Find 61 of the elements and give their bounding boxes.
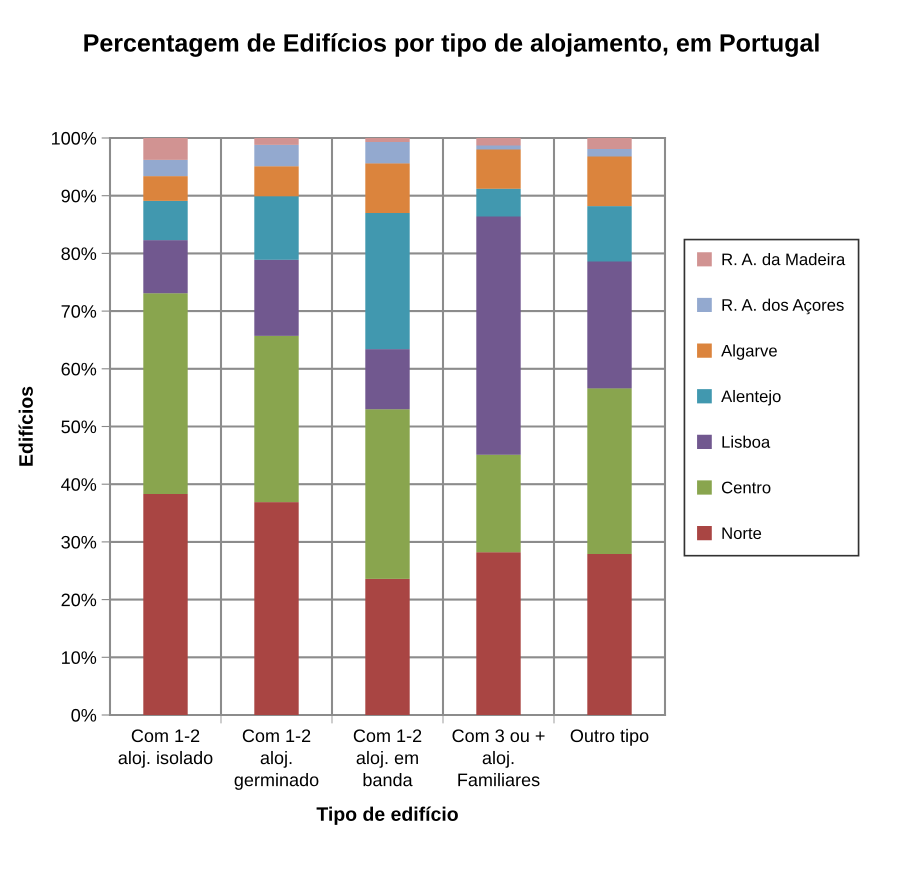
y-axis-title: Edifícios [18, 386, 33, 466]
bar [143, 240, 188, 294]
y-tick-label: 70% [62, 305, 96, 318]
bar [254, 166, 299, 196]
bar [587, 554, 632, 715]
bar [365, 213, 410, 350]
x-tick-label: Outro tipo [570, 728, 648, 746]
bar [476, 454, 521, 552]
x-tick-label: Com 1-2 aloj. germinado [234, 729, 318, 790]
y-tick-label: 40% [61, 478, 96, 491]
bar [476, 138, 521, 146]
bar [476, 150, 521, 189]
bar [143, 138, 188, 160]
bar [476, 188, 521, 216]
y-tick-label: 0% [71, 708, 96, 722]
bar [365, 578, 410, 715]
y-tick-label: 80% [61, 247, 96, 260]
y-tick-label: 30% [61, 536, 96, 549]
y-tick-label: 60% [62, 362, 96, 376]
y-tick-label: 90% [62, 190, 96, 202]
bar [587, 156, 632, 206]
bar [143, 160, 188, 176]
legend-label: Centro [722, 482, 770, 494]
x-axis-title: Tipo de edifício [316, 806, 458, 825]
y-tick-label: 50% [61, 420, 96, 434]
bar [587, 138, 632, 149]
bar [254, 336, 299, 502]
bar [254, 502, 299, 715]
x-tick-label: Com 1-2 aloj. isolado [118, 729, 212, 768]
bar [365, 163, 410, 214]
x-tick-label: Com 3 ou + aloj. Familiares [452, 729, 545, 786]
bar [254, 138, 299, 145]
legend-label: Alentejo [721, 390, 781, 406]
legend-label: Norte [722, 527, 762, 540]
bar [587, 261, 632, 388]
bar [365, 349, 410, 410]
bar [254, 260, 299, 336]
bar [254, 196, 299, 260]
bar [476, 146, 521, 150]
bar [365, 409, 410, 579]
y-tick-label: 10% [62, 651, 96, 664]
bar [254, 144, 299, 166]
x-tick-label: Com 1-2 aloj. em banda [354, 729, 422, 786]
bar [143, 494, 188, 715]
legend-label: R. A. dos Açores [722, 298, 844, 314]
bar [143, 176, 188, 201]
bar [143, 200, 188, 240]
bar [143, 293, 188, 494]
bar [365, 142, 410, 164]
bar [365, 138, 410, 142]
bar [476, 216, 521, 455]
bar [587, 148, 632, 156]
bar [587, 388, 632, 554]
bar [476, 552, 521, 715]
legend-label: Algarve [721, 344, 777, 360]
chart-title: Percentagem de Edifícios por tipo de alojamento, em Portugal [84, 33, 819, 57]
legend-label: Lisboa [722, 436, 770, 448]
bar [587, 206, 632, 262]
y-tick-label: 20% [62, 594, 96, 606]
legend-label: R. A. da Madeira [722, 253, 846, 266]
y-tick-label: 100% [52, 132, 96, 145]
